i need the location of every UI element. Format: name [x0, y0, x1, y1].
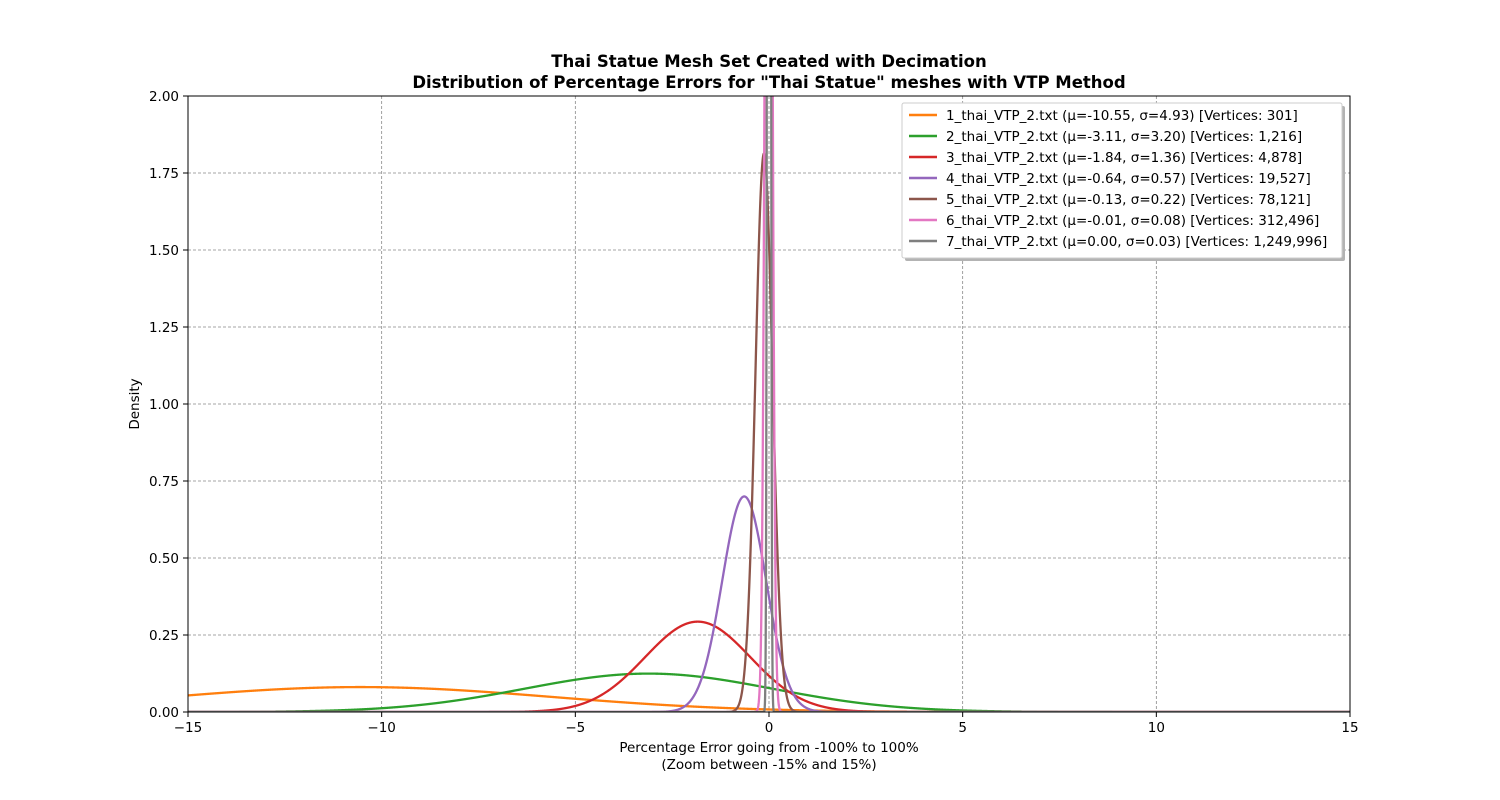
y-tick-label: 0.50: [149, 551, 179, 567]
y-tick-label: 1.75: [149, 166, 179, 182]
legend-entry-7: 7_thai_VTP_2.txt (μ=0.00, σ=0.03) [Verti…: [946, 234, 1327, 250]
chart-title-line-2: Distribution of Percentage Errors for "T…: [412, 73, 1125, 92]
legend-entry-6: 6_thai_VTP_2.txt (μ=-0.01, σ=0.08) [Vert…: [946, 213, 1319, 229]
x-tick-label: 10: [1148, 720, 1165, 736]
x-tick-label: 5: [958, 720, 967, 736]
y-tick-label: 2.00: [149, 89, 179, 105]
x-axis-label-line-1: Percentage Error going from -100% to 100…: [619, 740, 919, 756]
legend-entry-4: 4_thai_VTP_2.txt (μ=-0.64, σ=0.57) [Vert…: [946, 171, 1311, 187]
x-tick-label: 0: [765, 720, 774, 736]
y-axis-label: Density: [127, 378, 143, 429]
x-tick-label: −10: [367, 720, 396, 736]
legend-entry-1: 1_thai_VTP_2.txt (μ=-10.55, σ=4.93) [Ver…: [946, 108, 1298, 124]
x-tick-label: 15: [1341, 720, 1358, 736]
series-line-1: [188, 685, 1350, 712]
legend-entry-2: 2_thai_VTP_2.txt (μ=-3.11, σ=3.20) [Vert…: [946, 129, 1302, 145]
legend-entry-5: 5_thai_VTP_2.txt (μ=-0.13, σ=0.22) [Vert…: [946, 192, 1311, 208]
legend: 1_thai_VTP_2.txt (μ=-10.55, σ=4.93) [Ver…: [901, 102, 1345, 261]
x-axis-label-line-2: (Zoom between -15% and 15%): [661, 757, 876, 773]
x-tick-label: −5: [565, 720, 585, 736]
y-tick-label: 1.50: [149, 243, 179, 259]
x-tick-label: −15: [174, 720, 203, 736]
chart-title-line-1: Thai Statue Mesh Set Created with Decima…: [551, 52, 986, 71]
y-tick-label: 1.25: [149, 320, 179, 336]
y-tick-label: 0.25: [149, 628, 179, 644]
series-line-5: [188, 152, 1350, 712]
legend-box: [901, 102, 1343, 259]
legend-entry-3: 3_thai_VTP_2.txt (μ=-1.84, σ=1.36) [Vert…: [946, 150, 1302, 166]
y-tick-label: 0.75: [149, 474, 179, 490]
series-line-4: [188, 495, 1350, 712]
y-tick-label: 1.00: [149, 397, 179, 413]
axis-ticks: −15 −10 −5 0 5 10 15 0.00 0.25 0.50 0.75 1.00 1.25 1.…: [149, 89, 1359, 736]
y-tick-label: 0.00: [149, 705, 179, 721]
series-line-3: [188, 620, 1350, 712]
